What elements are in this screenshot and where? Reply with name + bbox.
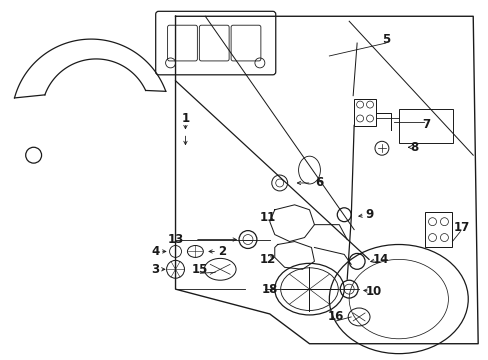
Text: 18: 18 [261,283,277,296]
Text: 13: 13 [167,233,183,246]
Text: 7: 7 [422,118,430,131]
Text: 9: 9 [364,208,372,221]
Bar [424,212,451,247]
Text: 5: 5 [381,33,389,46]
Text: 16: 16 [327,310,344,323]
Bar [353,99,375,126]
Text: 15: 15 [192,263,208,276]
Text: 17: 17 [452,221,468,234]
Text: 14: 14 [372,253,388,266]
Text: 12: 12 [259,253,275,266]
Text: 4: 4 [151,245,160,258]
Text: 11: 11 [259,211,275,224]
Text: 10: 10 [365,285,381,298]
Text: 8: 8 [410,141,418,154]
Text: 3: 3 [151,263,160,276]
Text: 1: 1 [181,112,189,125]
Text: 6: 6 [315,176,323,189]
Bar [398,109,452,143]
Text: 2: 2 [218,245,226,258]
